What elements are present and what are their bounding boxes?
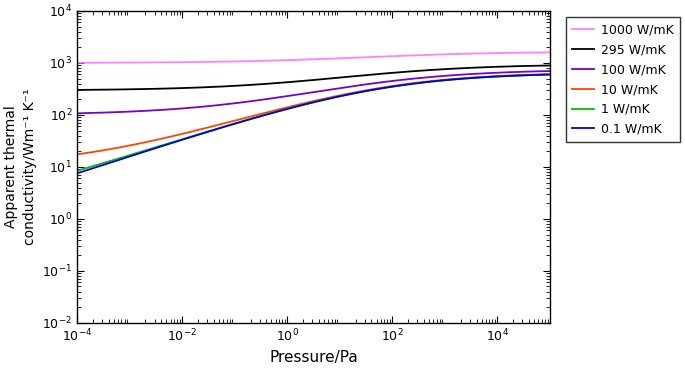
10 W/mK (347, 91, 356, 95)
1000 W/mK (347, 56, 356, 60)
Line: 1000 W/mK: 1000 W/mK (77, 52, 550, 63)
100 W/mK (347, 84, 356, 89)
1000 W/mK (432, 52, 440, 57)
100 W/mK (432, 74, 440, 79)
1 W/mK (432, 79, 440, 83)
Line: 0.1 W/mK: 0.1 W/mK (77, 75, 550, 173)
1000 W/mK (102, 61, 110, 65)
1 W/mK (73, 169, 82, 173)
295 W/mK (73, 88, 82, 92)
10 W/mK (480, 75, 488, 79)
0.1 W/mK (347, 92, 356, 96)
1 W/mK (546, 72, 554, 77)
0.1 W/mK (73, 171, 82, 176)
0.1 W/mK (374, 87, 382, 91)
100 W/mK (374, 80, 382, 85)
295 W/mK (432, 68, 440, 72)
1000 W/mK (480, 51, 488, 56)
1 W/mK (360, 89, 369, 94)
295 W/mK (102, 87, 110, 92)
100 W/mK (546, 69, 554, 73)
295 W/mK (374, 72, 382, 76)
Line: 100 W/mK: 100 W/mK (77, 71, 550, 113)
295 W/mK (546, 63, 554, 68)
1000 W/mK (73, 61, 82, 65)
0.1 W/mK (480, 75, 488, 79)
10 W/mK (432, 78, 440, 83)
0.1 W/mK (432, 79, 440, 83)
0.1 W/mK (102, 162, 110, 166)
0.1 W/mK (546, 72, 554, 77)
100 W/mK (480, 71, 488, 76)
10 W/mK (374, 86, 382, 90)
Line: 10 W/mK: 10 W/mK (77, 74, 550, 154)
295 W/mK (480, 65, 488, 69)
1000 W/mK (360, 55, 369, 59)
0.1 W/mK (360, 89, 369, 94)
10 W/mK (102, 148, 110, 152)
Legend: 1000 W/mK, 295 W/mK, 100 W/mK, 10 W/mK, 1 W/mK, 0.1 W/mK: 1000 W/mK, 295 W/mK, 100 W/mK, 10 W/mK, … (566, 17, 680, 142)
1000 W/mK (374, 55, 382, 59)
Y-axis label: Apparent thermal
conductivity/Wm⁻¹ K⁻¹: Apparent thermal conductivity/Wm⁻¹ K⁻¹ (4, 89, 36, 245)
Line: 295 W/mK: 295 W/mK (77, 65, 550, 90)
295 W/mK (360, 73, 369, 77)
1000 W/mK (546, 50, 554, 55)
10 W/mK (546, 72, 554, 76)
1 W/mK (102, 160, 110, 165)
100 W/mK (73, 111, 82, 115)
10 W/mK (73, 152, 82, 156)
1 W/mK (374, 87, 382, 91)
10 W/mK (360, 89, 369, 93)
Line: 1 W/mK: 1 W/mK (77, 75, 550, 171)
100 W/mK (360, 82, 369, 87)
100 W/mK (102, 110, 110, 115)
1 W/mK (347, 92, 356, 96)
1 W/mK (480, 75, 488, 79)
295 W/mK (347, 74, 356, 79)
X-axis label: Pressure/Pa: Pressure/Pa (269, 350, 358, 365)
